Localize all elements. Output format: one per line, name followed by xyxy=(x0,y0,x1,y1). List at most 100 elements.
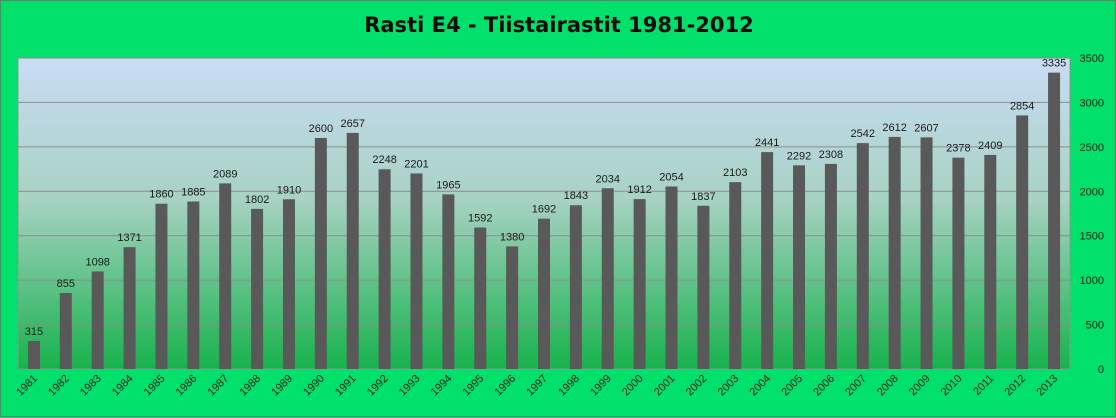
x-tick-label: 2004 xyxy=(747,373,773,399)
bar xyxy=(569,205,582,369)
x-tick-label: 1995 xyxy=(461,373,487,399)
data-label: 2103 xyxy=(723,167,747,179)
data-label: 2607 xyxy=(914,122,938,134)
bar xyxy=(442,194,455,369)
data-label: 1592 xyxy=(468,213,492,225)
x-tick-label: 1984 xyxy=(110,373,136,399)
x-tick-label: 2002 xyxy=(684,373,710,399)
data-label: 2441 xyxy=(755,137,779,149)
bar xyxy=(601,188,614,369)
bar xyxy=(633,199,646,369)
bar xyxy=(27,341,40,369)
x-tick-label: 1981 xyxy=(14,373,40,399)
y-tick-label: 3500 xyxy=(1080,53,1104,65)
data-label: 1837 xyxy=(691,191,715,203)
data-label: 1910 xyxy=(277,184,301,196)
y-tick-label: 3000 xyxy=(1080,97,1104,109)
x-tick-label: 2009 xyxy=(907,373,933,399)
data-label: 1885 xyxy=(181,187,205,199)
x-tick-label: 2013 xyxy=(1034,373,1060,399)
data-label: 1843 xyxy=(564,190,588,202)
bar xyxy=(538,218,550,369)
x-tick-label: 1988 xyxy=(237,373,263,399)
bar xyxy=(251,208,264,369)
x-tick-label: 1997 xyxy=(524,373,550,399)
bar xyxy=(1016,115,1029,370)
x-tick-label: 1985 xyxy=(142,373,168,399)
x-tick-label: 2001 xyxy=(652,373,678,399)
bar xyxy=(91,271,104,369)
data-label: 2409 xyxy=(978,140,1002,152)
y-tick-label: 1500 xyxy=(1080,231,1104,243)
bar xyxy=(506,246,519,369)
data-label: 2292 xyxy=(787,150,811,162)
bar xyxy=(665,186,678,369)
data-label: 2600 xyxy=(309,123,333,135)
bar xyxy=(793,165,806,369)
x-tick-label: 1982 xyxy=(46,373,72,399)
data-label: 855 xyxy=(57,278,75,290)
bar xyxy=(474,227,487,369)
x-tick-label: 1989 xyxy=(269,373,295,399)
data-label: 1860 xyxy=(149,189,173,201)
bar xyxy=(59,293,72,369)
data-label: 2657 xyxy=(340,118,364,130)
x-tick-label: 2010 xyxy=(939,373,965,399)
y-tick-label: 500 xyxy=(1086,320,1104,332)
x-tick-label: 2011 xyxy=(971,373,996,398)
bar xyxy=(378,169,391,369)
x-tick-label: 1992 xyxy=(365,373,391,399)
data-label: 2854 xyxy=(1010,100,1034,112)
bar xyxy=(761,152,774,369)
bar xyxy=(219,183,232,369)
bar xyxy=(824,163,837,369)
bar xyxy=(314,137,327,369)
data-label: 1912 xyxy=(627,184,651,196)
data-label: 1380 xyxy=(500,231,524,243)
data-label: 1098 xyxy=(85,256,109,268)
bar xyxy=(888,136,901,369)
y-tick-label: 2500 xyxy=(1080,142,1104,154)
y-tick-label: 1000 xyxy=(1080,275,1104,287)
bar xyxy=(155,203,168,369)
bar xyxy=(187,201,200,369)
data-label: 315 xyxy=(25,326,43,338)
data-label: 2542 xyxy=(851,128,875,140)
x-tick-label: 1983 xyxy=(78,373,104,399)
bar xyxy=(952,157,965,369)
data-label: 1692 xyxy=(532,204,556,216)
data-label: 2248 xyxy=(372,154,396,166)
bar xyxy=(410,173,423,369)
data-label: 2378 xyxy=(946,143,970,155)
x-tick-label: 2012 xyxy=(1003,373,1029,399)
x-tick-label: 1998 xyxy=(556,373,582,399)
data-label: 2201 xyxy=(404,158,428,170)
y-tick-label: 2000 xyxy=(1080,186,1104,198)
x-tick-label: 1996 xyxy=(492,373,518,399)
data-label: 2054 xyxy=(659,171,683,183)
x-tick-label: 2005 xyxy=(779,373,805,399)
chart-title: Rasti E4 - Tiistairastit 1981-2012 xyxy=(364,13,754,37)
bar xyxy=(123,247,136,369)
y-tick-label: 0 xyxy=(1098,364,1104,376)
x-tick-label: 1999 xyxy=(588,373,614,399)
x-tick-label: 2000 xyxy=(620,373,646,399)
x-tick-label: 1993 xyxy=(397,373,423,399)
bar xyxy=(282,199,295,369)
x-tick-label: 1990 xyxy=(301,373,327,399)
data-label: 1965 xyxy=(436,179,460,191)
x-tick-label: 1991 xyxy=(333,373,359,399)
x-tick-label: 2008 xyxy=(875,373,901,399)
data-label: 1802 xyxy=(245,194,269,206)
x-tick-label: 2003 xyxy=(716,373,742,399)
bar xyxy=(1048,72,1061,369)
bar xyxy=(346,132,359,369)
x-tick-label: 1986 xyxy=(174,373,200,399)
x-tick-label: 1994 xyxy=(429,373,455,399)
bar xyxy=(984,154,997,369)
bar xyxy=(920,137,933,369)
data-label: 1371 xyxy=(117,232,141,244)
data-label: 2034 xyxy=(596,173,620,185)
